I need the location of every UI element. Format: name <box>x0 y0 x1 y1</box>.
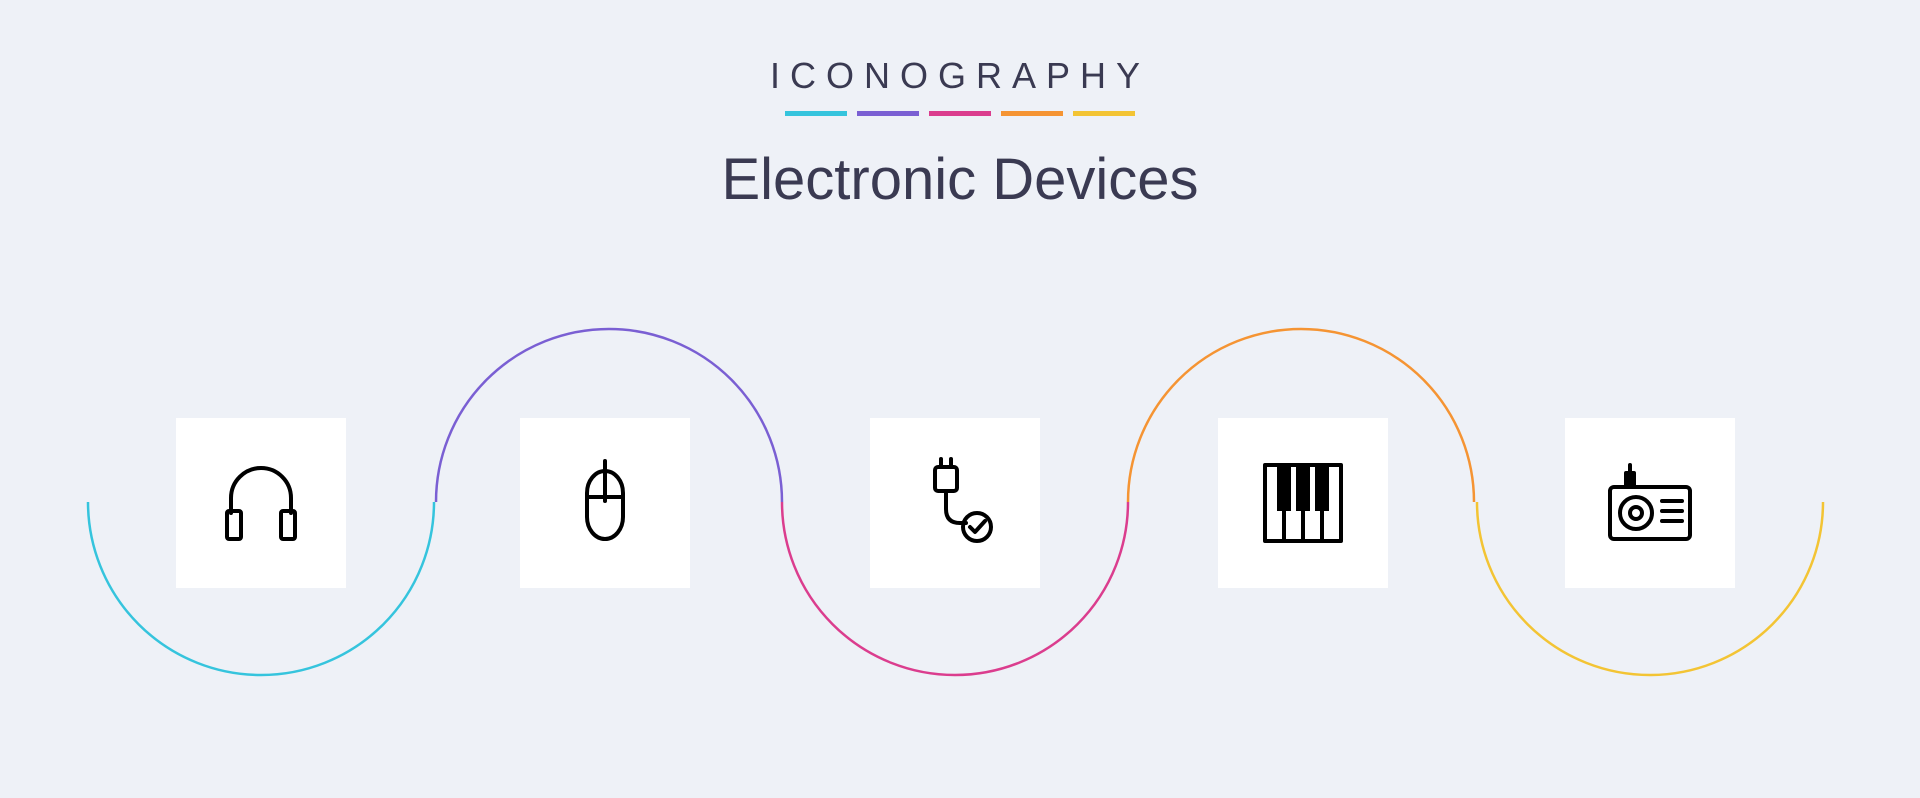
icon-card-plug <box>870 418 1040 588</box>
icon-card-mouse <box>520 418 690 588</box>
radio-icon <box>1600 453 1700 553</box>
piano-keys-icon <box>1253 453 1353 553</box>
icon-card-radio <box>1565 418 1735 588</box>
icon-card-headphones <box>176 418 346 588</box>
plug-connected-icon <box>905 453 1005 553</box>
wave-path <box>0 0 1920 798</box>
headphones-icon <box>211 453 311 553</box>
stage <box>0 0 1920 798</box>
icon-card-piano <box>1218 418 1388 588</box>
mouse-icon <box>555 453 655 553</box>
